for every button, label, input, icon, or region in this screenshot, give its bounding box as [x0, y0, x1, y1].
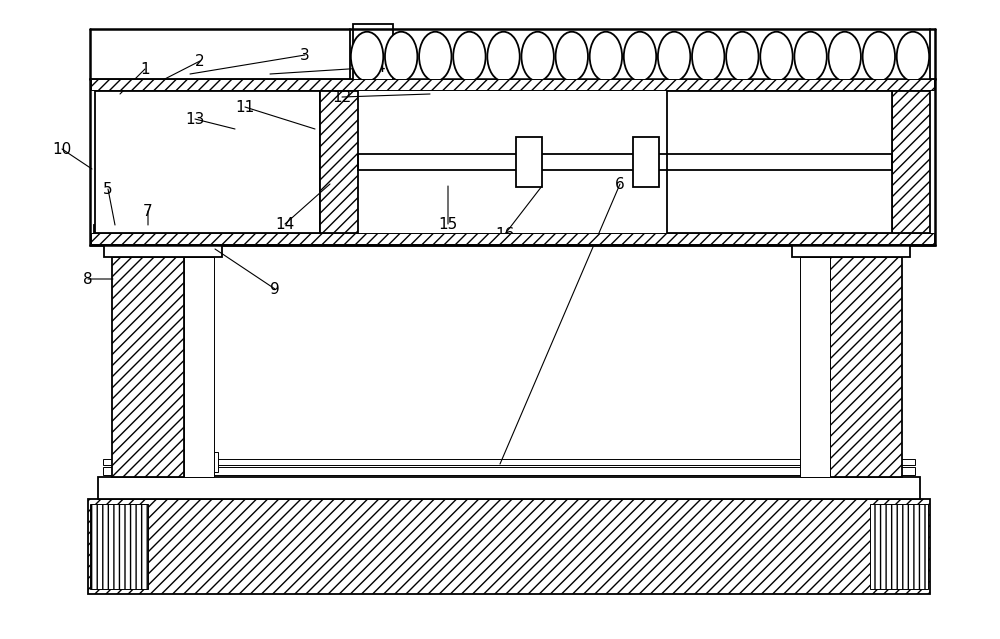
Bar [103, 459, 915, 465]
Text: 5: 5 [103, 181, 113, 197]
Bar [320, 91, 358, 233]
Bar [104, 239, 222, 257]
Ellipse shape [726, 32, 759, 81]
Bar [782, 225, 920, 239]
Ellipse shape [828, 32, 861, 81]
Bar [88, 499, 930, 594]
Text: 10: 10 [52, 141, 72, 157]
Bar [173, 445, 208, 459]
Ellipse shape [556, 32, 588, 81]
Bar [103, 467, 915, 475]
Ellipse shape [760, 32, 793, 81]
Text: 2: 2 [195, 54, 205, 68]
Bar [830, 257, 902, 477]
Bar [90, 504, 148, 589]
Text: 16: 16 [495, 226, 515, 242]
Ellipse shape [419, 32, 452, 81]
Bar [112, 257, 184, 477]
Ellipse shape [658, 32, 690, 81]
Ellipse shape [624, 32, 656, 81]
Bar [800, 257, 830, 477]
Text: 11: 11 [235, 100, 255, 114]
Text: 12: 12 [332, 89, 352, 105]
Ellipse shape [863, 32, 895, 81]
Text: 9: 9 [270, 282, 280, 296]
Text: 8: 8 [83, 272, 93, 286]
Ellipse shape [692, 32, 724, 81]
Ellipse shape [897, 32, 929, 81]
Text: 4: 4 [375, 59, 385, 75]
Text: 6: 6 [615, 176, 625, 192]
Bar [94, 225, 232, 239]
Ellipse shape [521, 32, 554, 81]
Ellipse shape [351, 32, 383, 81]
Text: 14: 14 [275, 217, 295, 231]
Text: 7: 7 [143, 203, 153, 219]
Bar [163, 452, 218, 472]
Ellipse shape [385, 32, 417, 81]
Bar [353, 24, 393, 89]
Bar [95, 91, 320, 233]
Text: 13: 13 [185, 111, 205, 127]
Ellipse shape [453, 32, 486, 81]
Bar [91, 233, 934, 244]
Bar [90, 79, 935, 245]
Bar [892, 91, 930, 233]
Ellipse shape [590, 32, 622, 81]
Bar [91, 79, 934, 90]
Bar [178, 437, 206, 447]
Bar [184, 257, 214, 477]
Ellipse shape [794, 32, 827, 81]
Bar [633, 137, 659, 187]
Text: 1: 1 [140, 61, 150, 77]
Bar [792, 239, 910, 257]
Bar [870, 504, 928, 589]
Bar [667, 91, 892, 233]
Text: 15: 15 [438, 217, 458, 231]
Text: 3: 3 [300, 47, 310, 63]
Bar [98, 477, 920, 499]
Bar [516, 137, 542, 187]
Ellipse shape [487, 32, 520, 81]
